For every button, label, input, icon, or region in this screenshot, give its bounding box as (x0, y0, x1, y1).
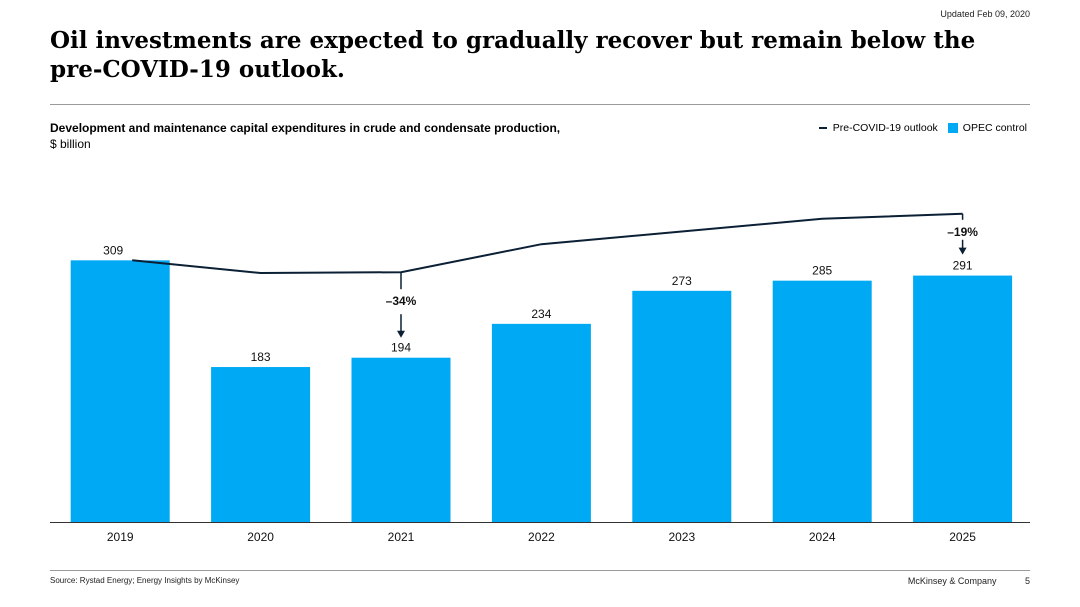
legend-item-outlook: Pre-COVID-19 outlook (818, 122, 938, 134)
chart-unit: $ billion (50, 137, 91, 151)
legend-item-opec: OPEC control (947, 122, 1027, 134)
data-label-2020: 183 (251, 350, 271, 364)
legend-bar-label: OPEC control (962, 122, 1027, 134)
delta-label-2021: –34% (386, 294, 417, 308)
bar-2019 (70, 260, 170, 522)
company-name: McKinsey & Company (907, 576, 997, 586)
data-label-2019: 309 (103, 243, 123, 257)
top-divider (50, 104, 1030, 105)
bottom-divider (50, 570, 1030, 571)
bar-2021 (351, 357, 451, 522)
data-label-2022: 234 (531, 307, 551, 321)
data-label-2021: 194 (391, 341, 411, 355)
outlook-line (132, 212, 963, 275)
chart-legend: Pre-COVID-19 outlook OPEC control (809, 122, 1027, 134)
x-tick-2024: 2024 (809, 530, 836, 544)
bar-2023 (632, 290, 732, 522)
x-tick-2023: 2023 (668, 530, 695, 544)
delta-label-2025: –19% (947, 225, 978, 239)
x-tick-2019: 2019 (107, 530, 134, 544)
legend-line-label: Pre-COVID-19 outlook (832, 122, 938, 134)
footer: McKinsey & Company 5 (908, 576, 1030, 586)
delta-arrowhead-2025 (958, 247, 967, 255)
page-title: Oil investments are expected to graduall… (50, 27, 976, 83)
legend-line-swatch (818, 127, 827, 129)
x-tick-2020: 2020 (247, 530, 274, 544)
source-note: Source: Rystad Energy; Energy Insights b… (50, 576, 240, 585)
data-label-2023: 273 (672, 274, 692, 288)
bar-2024 (772, 280, 872, 522)
chart-subtitle: Development and maintenance capital expe… (50, 120, 560, 152)
x-tick-2025: 2025 (949, 530, 976, 544)
x-tick-2021: 2021 (388, 530, 415, 544)
bar-2020 (211, 367, 311, 522)
page-number: 5 (1024, 576, 1030, 586)
bar-2022 (491, 323, 591, 522)
data-label-2025: 291 (953, 259, 973, 273)
updated-date: Updated Feb 09, 2020 (940, 9, 1030, 19)
bar-2025 (913, 275, 1013, 522)
legend-bar-swatch (947, 123, 958, 133)
data-label-2024: 285 (812, 264, 832, 278)
x-tick-2022: 2022 (528, 530, 555, 544)
delta-arrowhead-2021 (397, 330, 405, 338)
chart-title: Development and maintenance capital expe… (50, 121, 561, 135)
